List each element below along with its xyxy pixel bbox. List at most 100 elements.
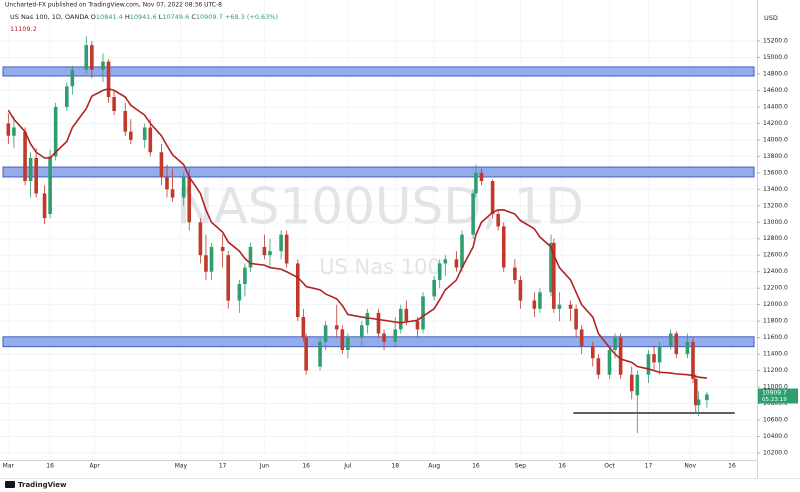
candle-body: [590, 345, 595, 359]
zone: [2, 66, 755, 77]
candle-body: [518, 279, 523, 301]
y-tick-label: 13600.0: [763, 169, 788, 176]
candle-body: [323, 325, 328, 342]
candle-body: [360, 325, 364, 338]
candle-body: [696, 399, 701, 406]
candle-body: [685, 341, 690, 355]
candle-body: [557, 304, 562, 309]
y-tick-label: 11400.0: [763, 351, 788, 358]
candle-body: [398, 308, 403, 330]
candle-body: [34, 157, 38, 194]
legend: US Nas 100, 1D, OANDA O10841.4 H10941.6 …: [10, 13, 278, 21]
candle-body: [262, 246, 267, 256]
candle-body: [159, 152, 164, 177]
candle-body: [318, 341, 322, 367]
price-unit: USD: [764, 14, 778, 22]
candle-body: [23, 131, 27, 182]
candle-body: [165, 176, 169, 190]
x-tick-label: Nov: [684, 463, 696, 470]
candle-body: [48, 156, 52, 215]
y-tick-label: 14000.0: [763, 136, 788, 143]
candle-body: [596, 358, 601, 375]
moving-average: [7, 87, 707, 379]
footer-brand: TradingView: [18, 481, 67, 489]
candle-body: [301, 317, 306, 338]
candle-body: [28, 157, 33, 182]
x-tick-label: 16: [46, 463, 54, 470]
candle-body: [474, 172, 478, 194]
candle-body: [646, 354, 651, 375]
candle-body: [513, 267, 517, 280]
candle-body: [652, 354, 656, 363]
x-tick-label: 17: [645, 463, 653, 470]
candle-body: [106, 61, 111, 98]
x-tick-label: 17: [219, 463, 227, 470]
candle-body: [226, 255, 231, 301]
candle-body: [479, 172, 484, 182]
candle-body: [268, 251, 272, 256]
candle-body: [84, 45, 89, 70]
candle-body: [705, 394, 709, 401]
legend-letter: L: [159, 13, 163, 21]
candle-body: [304, 337, 308, 371]
candle-body: [691, 341, 695, 379]
candle-body: [532, 300, 537, 309]
y-tick-label: 13400.0: [763, 186, 788, 193]
legend-value: 10749.6: [162, 13, 189, 21]
x-tick-label: Jun: [259, 463, 270, 470]
y-tick-label: 12000.0: [763, 301, 788, 308]
candle-body: [657, 345, 662, 363]
candle-body: [668, 333, 673, 346]
candle-body: [340, 329, 345, 350]
legend-change: +68.3 (+0.63%): [225, 13, 278, 21]
x-tick-label: 16: [558, 463, 566, 470]
legend-letter: C: [191, 13, 196, 21]
y-tick-label: 14600.0: [763, 87, 788, 94]
candle-body: [123, 111, 128, 132]
candle-body: [635, 374, 640, 396]
y-tick-label: 13000.0: [763, 219, 788, 226]
candle-body: [248, 246, 253, 268]
candle-body: [471, 193, 475, 235]
candle-body: [12, 127, 16, 136]
ma-value: 11109.2: [10, 25, 37, 33]
candle-body: [90, 45, 94, 70]
y-tick-label: 11600.0: [763, 334, 788, 341]
candle-body: [112, 97, 116, 112]
candle-body: [181, 176, 186, 198]
y-tick-label: 10800.0: [763, 400, 788, 407]
watermark: NAS100USD, 1D: [176, 178, 584, 236]
price-tag-countdown: 05:23:19: [762, 397, 787, 403]
candle-body: [568, 304, 573, 309]
y-tick-label: 10600.0: [763, 417, 788, 424]
candle-body: [198, 222, 203, 256]
y-tick-label: 13200.0: [763, 202, 788, 209]
legend-value: 10909.7: [196, 13, 223, 21]
candle-body: [64, 86, 69, 107]
candle-body: [295, 263, 300, 318]
candle-body: [148, 127, 153, 153]
x-tick-label: May: [175, 463, 188, 470]
candle-body: [490, 181, 495, 215]
plot-area: NAS100USD, 1D US Nas 100: [0, 36, 757, 454]
candle-body: [443, 259, 448, 264]
x-tick-label: Jul: [343, 463, 352, 470]
candle-body: [693, 378, 698, 406]
y-tick-label: 14200.0: [763, 120, 788, 127]
candle-body: [432, 279, 436, 297]
watermark-sub: US Nas 100: [319, 255, 441, 279]
candle-body: [204, 255, 208, 272]
candle-body: [421, 296, 425, 330]
candle-body: [53, 106, 58, 157]
zone: [2, 336, 755, 348]
candle-body: [415, 321, 420, 330]
candle-body: [574, 308, 578, 330]
legend-letter: O: [91, 13, 96, 21]
candle-body: [279, 234, 283, 252]
x-tick-label: Apr: [89, 463, 100, 470]
candle-body: [382, 333, 386, 342]
y-tick-label: 12600.0: [763, 252, 788, 259]
x-tick-label: Mar: [3, 463, 15, 470]
y-tick-label: 12800.0: [763, 235, 788, 242]
